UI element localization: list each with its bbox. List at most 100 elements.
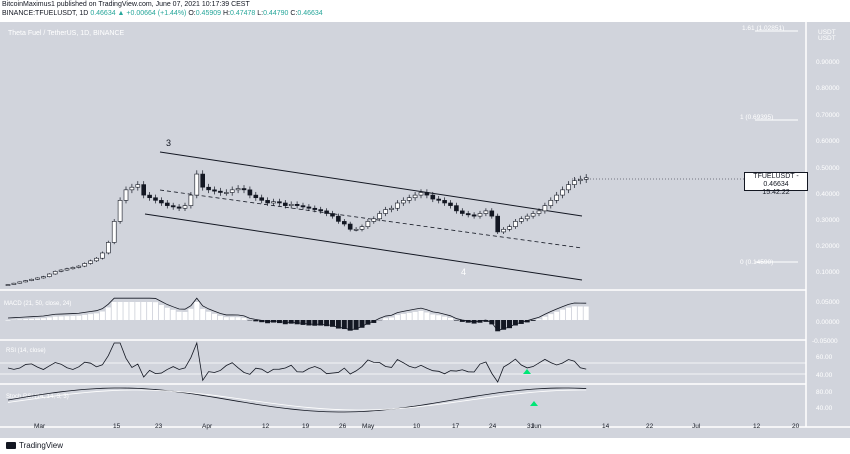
macd-bar <box>242 318 247 320</box>
macd-bar <box>306 320 311 325</box>
candle-body <box>218 191 222 192</box>
macd-bar <box>59 316 64 320</box>
macd-bar <box>23 319 28 320</box>
candle-body <box>537 211 541 214</box>
macd-bar <box>436 315 441 320</box>
chart-header: BitcoinMaximus1 published on TradingView… <box>0 0 850 22</box>
candle-body <box>490 211 494 216</box>
candle-body <box>154 198 158 201</box>
candle-body <box>549 200 553 205</box>
open-value: 0.45909 <box>196 10 221 17</box>
time-tick: 24 <box>489 423 497 430</box>
candle-body <box>502 229 506 232</box>
macd-bar <box>230 317 235 320</box>
candle-body <box>266 200 270 203</box>
candle-body <box>578 179 582 180</box>
time-tick: 22 <box>646 423 654 430</box>
macd-bar <box>578 306 583 320</box>
candle-body <box>148 195 152 198</box>
candle-body <box>454 206 458 211</box>
candle-body <box>531 214 535 217</box>
candle-body <box>165 203 169 206</box>
tradingview-logo[interactable]: TradingView <box>6 441 63 450</box>
candle-body <box>183 206 187 209</box>
macd-bar <box>430 314 435 320</box>
rsi-label: RSI (14, close) <box>6 348 46 354</box>
macd-bar <box>542 317 547 320</box>
macd-tick: 0.00000 <box>816 319 840 326</box>
macd-bar <box>106 307 111 320</box>
high-value: 0.47478 <box>230 10 255 17</box>
footer: TradingView <box>0 437 850 454</box>
candle-body <box>195 174 199 195</box>
wave-label-3: 3 <box>166 138 171 148</box>
candle-body <box>478 214 482 217</box>
candle-body <box>213 190 217 191</box>
macd-bar <box>141 302 146 320</box>
candle-body <box>272 202 276 203</box>
time-tick: 19 <box>302 423 310 430</box>
price-tick: 0.20000 <box>816 243 840 250</box>
macd-label: MACD (21, 50, close, 24) <box>4 301 71 307</box>
macd-bar <box>218 316 223 320</box>
macd-bar <box>401 314 406 320</box>
candle-body <box>366 221 370 226</box>
candle-body <box>331 214 335 217</box>
candle-body <box>124 190 128 201</box>
candle-body <box>254 195 258 198</box>
time-tick: 23 <box>155 423 163 430</box>
candle-body <box>336 216 340 221</box>
time-tick: 20 <box>792 423 800 430</box>
candle-body <box>112 221 116 242</box>
macd-bar <box>177 312 182 320</box>
macd-bar <box>548 314 553 320</box>
macd-bar <box>159 305 164 320</box>
candle-body <box>525 216 529 219</box>
time-tick: 17 <box>452 423 460 430</box>
macd-bar <box>147 302 152 320</box>
macd-bar <box>407 313 412 320</box>
price-tick: 0.70000 <box>816 112 840 119</box>
open-label: O: <box>188 10 195 17</box>
macd-bar <box>82 315 87 320</box>
candle-body <box>177 207 181 208</box>
time-tick: 15 <box>113 423 121 430</box>
candle-body <box>230 190 234 193</box>
tradingview-logo-icon <box>6 442 16 449</box>
candle-body <box>207 187 211 190</box>
macd-bar <box>94 313 99 320</box>
price-tick: 0.80000 <box>816 85 840 92</box>
fib-label-bot: 0 (0.14590) <box>740 259 773 266</box>
candle-body <box>65 269 69 270</box>
macd-bar <box>188 309 193 320</box>
price-axis[interactable]: 0.90000 0.80000 0.70000 0.60000 0.50000 … <box>816 59 840 276</box>
macd-bar <box>253 320 258 321</box>
candle-body <box>325 211 329 214</box>
macd-bar <box>47 317 52 320</box>
candle-body <box>83 263 87 266</box>
candle-body <box>466 214 470 215</box>
candle-body <box>47 274 51 277</box>
macd-bar <box>236 317 241 320</box>
macd-bar <box>454 320 459 321</box>
candle-body <box>295 204 299 205</box>
macd-bar <box>413 312 418 320</box>
chart-canvas[interactable]: Theta Fuel / TetherUS, 1D, BINANCE USDT … <box>0 22 850 437</box>
candle-body <box>142 185 146 196</box>
macd-bar <box>312 320 317 326</box>
macd-bar <box>389 318 394 320</box>
rsi-tick: 60.00 <box>816 354 833 361</box>
candle-body <box>18 282 22 283</box>
candle-body <box>513 221 517 226</box>
macd-bar <box>531 320 536 321</box>
candle-body <box>449 203 453 206</box>
candle-body <box>348 224 352 229</box>
candle-body <box>71 267 75 268</box>
publish-line: BitcoinMaximus1 published on TradingView… <box>0 0 850 9</box>
macd-bar <box>100 311 105 320</box>
price-tag-symbol: TFUELUSDT <box>753 173 794 180</box>
macd-bar <box>566 308 571 320</box>
macd-bar <box>124 302 129 320</box>
candle-body <box>301 206 305 207</box>
macd-bar <box>560 310 565 320</box>
